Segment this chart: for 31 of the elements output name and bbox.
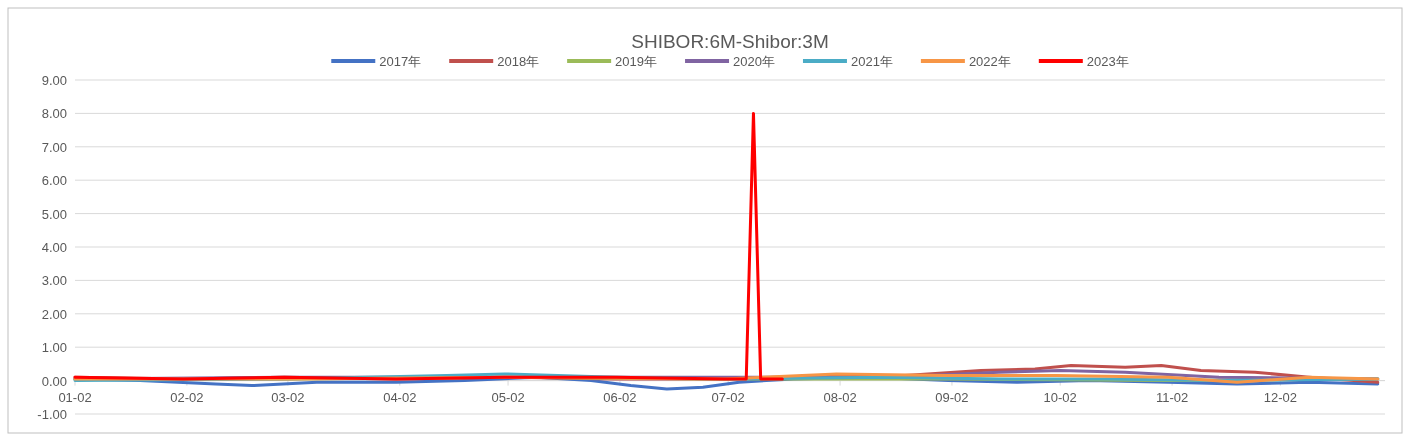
y-tick-label: 0.00 xyxy=(41,373,67,389)
x-tick-label: 02-02 xyxy=(170,389,204,405)
y-tick-label: 4.00 xyxy=(41,240,67,255)
y-tick-label: -1.00 xyxy=(37,407,67,422)
y-tick-label: 5.00 xyxy=(41,206,67,222)
legend-label: 2018年 xyxy=(497,54,540,69)
x-tick-label: 09-02 xyxy=(935,389,969,405)
y-tick-label: 2.00 xyxy=(41,306,67,322)
legend-label: 2022年 xyxy=(968,54,1011,69)
x-tick-label: 10-02 xyxy=(1043,389,1077,405)
x-tick-label: 05-02 xyxy=(491,389,525,405)
x-tick-label: 08-02 xyxy=(823,389,857,405)
y-tick-label: 3.00 xyxy=(41,273,67,289)
legend-label: 2021年 xyxy=(850,54,893,69)
x-tick-label: 01-02 xyxy=(58,389,92,405)
x-tick-label: 03-02 xyxy=(271,389,305,405)
x-tick-label: 12-02 xyxy=(1263,389,1297,405)
y-tick-label: 7.00 xyxy=(41,139,67,155)
y-tick-label: 1.00 xyxy=(41,340,67,356)
y-tick-label: 9.00 xyxy=(41,73,67,88)
legend-label: 2020年 xyxy=(733,54,775,69)
legend-label: 2019年 xyxy=(615,54,658,69)
x-tick-label: 06-02 xyxy=(603,389,637,405)
y-tick-label: 6.00 xyxy=(41,173,67,189)
y-tick-label: 8.00 xyxy=(41,106,67,122)
chart-title: SHIBOR:6M-Shibor:3M xyxy=(631,31,829,52)
legend-label: 2023年 xyxy=(1086,54,1129,69)
x-tick-label: 04-02 xyxy=(383,389,417,405)
x-tick-label: 11-02 xyxy=(1155,389,1189,405)
x-tick-label: 07-02 xyxy=(711,389,745,405)
legend-label: 2017年 xyxy=(379,54,422,69)
